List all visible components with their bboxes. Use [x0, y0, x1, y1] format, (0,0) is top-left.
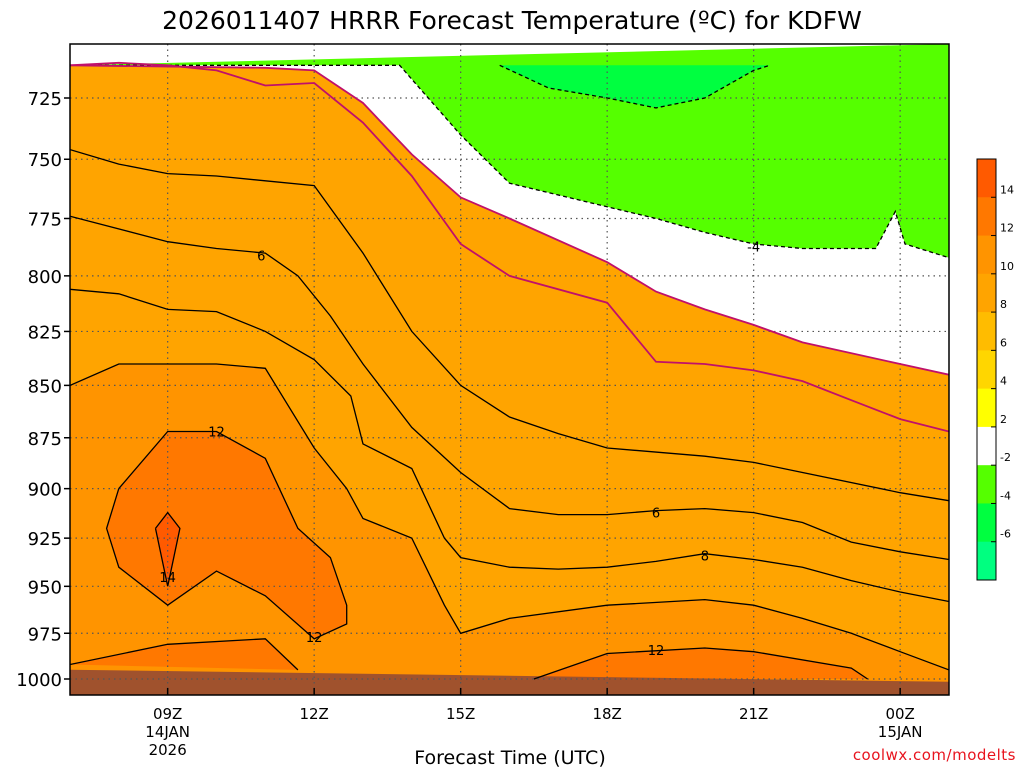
colorbar-label: -6: [1000, 528, 1011, 541]
colorbar-label: 10: [1000, 260, 1014, 273]
band-fill: [499, 65, 770, 108]
colorbar-label: -4: [1000, 489, 1011, 502]
contour-label: 8: [701, 550, 709, 565]
chart-title: 2026011407 HRRR Forecast Temperature (ºC…: [162, 6, 862, 35]
x-tick-label: 21Z: [739, 705, 768, 723]
x-tick-label: 15Z: [446, 705, 475, 723]
y-tick-label: 800: [28, 267, 62, 288]
x-tick-label: 09Z: [153, 705, 182, 723]
colorbar-bin: [977, 388, 996, 428]
x-date-label: 15JAN: [878, 723, 923, 741]
colorbar-label: 12: [1000, 222, 1014, 235]
contour-line--2: [70, 61, 949, 433]
plot-frame: [69, 43, 950, 696]
colorbar-label: 2: [1000, 413, 1007, 426]
plot-area: 6 12 14 12 6 8 12 -4: [70, 44, 949, 695]
colorbar-label: 4: [1000, 375, 1007, 388]
y-tick-label: 725: [28, 89, 62, 110]
contour-label: 14: [159, 571, 176, 586]
colorbar-frame: [976, 158, 997, 581]
contour-label: 6: [257, 249, 265, 264]
y-axis: 725 750 775 800 825 850 875 900 925 950 975 1000: [16, 89, 70, 691]
colorbar-bin: [977, 197, 996, 237]
contour-line-2: [70, 64, 949, 376]
colorbar-bin: [977, 312, 996, 351]
y-tick-label: 775: [28, 209, 62, 230]
contour-label: -4: [747, 240, 760, 255]
y-tick-label: 875: [28, 429, 62, 450]
x-year-label: 2026: [149, 741, 187, 759]
contour-line-14: [154, 511, 181, 587]
y-tick-label: 750: [28, 150, 62, 171]
contour-line-12: [70, 638, 299, 671]
contour-label: 12: [208, 426, 225, 441]
y-tick-label: 900: [28, 480, 62, 501]
colorbar-bin: [977, 503, 996, 543]
colorbar-label: -2: [1000, 451, 1011, 464]
contour-lines: [70, 61, 949, 680]
contour-line-10: [70, 363, 949, 671]
contour-line-8: [70, 288, 949, 603]
colorbar-bin: [977, 273, 996, 313]
grid-lines: [70, 44, 949, 695]
contour-line--6: [70, 64, 949, 259]
x-tick-label: 12Z: [299, 705, 328, 723]
colorbar-bin: [977, 159, 996, 198]
colorbar-bin: [977, 541, 996, 581]
y-tick-label: 925: [28, 529, 62, 550]
x-tick-label: 00Z: [885, 705, 914, 723]
credit-text[interactable]: coolwx.com/modelts: [853, 746, 1016, 764]
contour-line-12: [533, 647, 868, 680]
y-tick-label: 975: [28, 624, 62, 645]
colorbar-label: 8: [1000, 298, 1007, 311]
ground-fill: [70, 669, 949, 695]
x-axis-label: Forecast Time (UTC): [414, 747, 605, 768]
colorbar-bin: [977, 426, 996, 466]
contour-line-12: [105, 430, 348, 640]
contour-line--4: [499, 64, 771, 109]
y-tick-label: 1000: [16, 670, 62, 691]
contour-label: 12: [648, 644, 665, 659]
ground-layer: [70, 669, 949, 695]
band-fill: [106, 431, 347, 639]
colorbar-bin: [977, 465, 996, 504]
y-tick-label: 825: [28, 322, 62, 343]
x-date-label: 14JAN: [145, 723, 190, 741]
contour-labels: 6 12 14 12 6 8 12 -4: [159, 240, 760, 659]
band-fill: [155, 512, 180, 587]
colorbar-label: 14: [1000, 183, 1014, 196]
colorbar: 14 12 10 8 6 4 2 -2 -4 -6: [976, 158, 1014, 581]
colorbar-label: 6: [1000, 336, 1007, 349]
band-fill: [533, 648, 868, 679]
temperature-fills: [70, 44, 949, 695]
contour-label: 6: [652, 507, 660, 522]
colorbar-bin: [977, 235, 996, 275]
y-tick-label: 950: [28, 577, 62, 598]
colorbar-bin: [977, 350, 996, 390]
band-fill: [70, 44, 949, 258]
contour-label: 12: [306, 631, 323, 646]
band-fill: [70, 638, 298, 670]
contour-line-4: [70, 148, 949, 502]
y-tick-label: 850: [28, 376, 62, 397]
contour-line-6: [70, 215, 949, 561]
x-tick-label: 18Z: [592, 705, 621, 723]
